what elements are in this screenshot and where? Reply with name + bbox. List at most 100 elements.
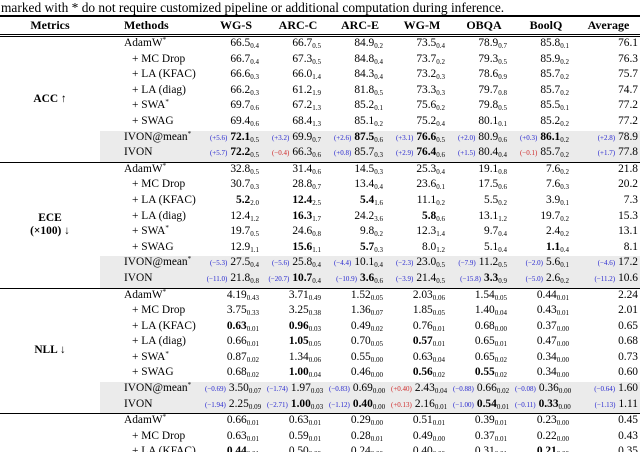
- stddev-subscript: 0.00: [372, 387, 386, 396]
- metric-value: 0.60: [618, 366, 638, 379]
- metric-value: 1.97: [290, 382, 311, 395]
- metric-value: 0.37: [474, 429, 495, 442]
- stddev-subscript: 2.5: [312, 198, 321, 207]
- metric-value: 69.4: [230, 114, 251, 127]
- value-cell: 85.90.2: [515, 53, 577, 69]
- stddev-subscript: 1.2: [498, 214, 507, 223]
- stddev-subscript: 0.00: [371, 450, 383, 452]
- stddev-subscript: 0.4: [374, 73, 383, 82]
- metric-value: 1.85: [412, 304, 433, 317]
- value-cell: 3.710.49: [267, 288, 329, 304]
- metric-value: 10.7: [292, 271, 313, 284]
- delta-label: (−5.0): [525, 274, 543, 283]
- metric-value: 1.11: [618, 397, 638, 410]
- stddev-subscript: 2.0: [250, 198, 259, 207]
- stddev-subscript: 0.01: [370, 434, 383, 443]
- value-cell: 0.220.00: [515, 430, 577, 446]
- column-header-average: Average: [577, 16, 640, 37]
- table-row: IVON (−11.0) 21.80.8 (−20.7) 10.70.4 (−10.9) 3…: [0, 271, 640, 288]
- method-cell: + MC Drop: [100, 178, 205, 194]
- stddev-subscript: 0.04: [308, 371, 321, 380]
- value-cell: (+0.8) 85.70.3: [329, 146, 391, 163]
- stddev-subscript: 0.3: [250, 183, 259, 192]
- stddev-subscript: 0.1: [498, 119, 507, 128]
- stddev-subscript: 0.4: [374, 183, 383, 192]
- metric-value: 12.9: [230, 240, 251, 253]
- stddev-subscript: 1.3: [312, 104, 321, 113]
- delta-label: (+1.7): [597, 149, 616, 158]
- value-cell: (+2.8) 78.9: [577, 130, 640, 147]
- metric-value: 69.9: [292, 130, 313, 143]
- delta-label: (+1.5): [457, 149, 476, 158]
- stddev-subscript: 0.4: [498, 151, 507, 160]
- stddev-subscript: 0.01: [247, 450, 259, 452]
- method-cell: + LA (diag): [100, 210, 205, 226]
- stddev-subscript: 0.5: [436, 135, 445, 144]
- metric-value: 86.1: [540, 130, 561, 143]
- stddev-subscript: 1.1: [250, 245, 259, 254]
- table-row: ACC ↑ AdamW* 66.50.4 66.70.5 84.90.2 73.50.4 7…: [0, 36, 640, 105]
- metric-cell-acc: ACC ↑: [0, 36, 100, 163]
- metric-value: 78.6: [478, 68, 499, 81]
- method-label: + LA (KFAC): [132, 445, 196, 452]
- delta-label: (+2.0): [457, 133, 476, 142]
- stddev-subscript: 0.01: [432, 324, 445, 333]
- stddev-subscript: 0.00: [556, 419, 569, 428]
- star-marker: *: [162, 36, 167, 44]
- value-cell: (+3.1) 76.60.5: [391, 130, 453, 147]
- method-label: IVON: [124, 397, 153, 410]
- column-header-obqa: OBQA: [453, 16, 515, 37]
- delta-label: (−2.3): [395, 259, 414, 268]
- metric-value: 76.6: [416, 130, 437, 143]
- stddev-subscript: 0.4: [312, 276, 321, 285]
- stddev-subscript: 0.5: [250, 230, 259, 239]
- value-cell: (−4.4) 10.10.4: [329, 256, 391, 272]
- metric-value: 0.54: [476, 397, 497, 410]
- stddev-subscript: 0.4: [250, 261, 259, 270]
- delta-label: (−1.94): [205, 400, 226, 409]
- value-cell: (+5.6) 72.10.5: [205, 130, 267, 147]
- value-cell: 28.80.7: [267, 178, 329, 194]
- metric-value: 2.6: [546, 271, 561, 284]
- value-cell: 0.230.00: [515, 414, 577, 430]
- stddev-subscript: 0.00: [558, 387, 572, 396]
- value-cell: (+1.7) 77.8: [577, 146, 640, 163]
- value-cell: (+0.3) 86.10.2: [515, 130, 577, 147]
- method-cell: IVON@mean*: [100, 382, 205, 398]
- stddev-subscript: 0.1: [436, 183, 445, 192]
- stddev-subscript: 0.7: [312, 183, 321, 192]
- stddev-subscript: 0.00: [556, 324, 569, 333]
- value-cell: 0.660.01: [205, 414, 267, 430]
- metric-value: 73.5: [416, 37, 437, 49]
- stddev-subscript: 0.01: [434, 402, 448, 411]
- value-cell: 0.650.02: [453, 351, 515, 367]
- value-cell: 79.70.8: [453, 84, 515, 100]
- metric-value: 21.8: [230, 271, 251, 284]
- stddev-subscript: 0.02: [246, 355, 259, 364]
- metric-value: 0.55: [350, 350, 371, 363]
- metric-value: 66.5: [230, 37, 251, 49]
- stddev-subscript: 0.1: [374, 104, 383, 113]
- stddev-subscript: 0.00: [370, 419, 383, 428]
- method-label: + LA (diag): [132, 209, 186, 222]
- metric-value: 3.9: [546, 193, 561, 206]
- metric-value: 80.4: [478, 146, 499, 159]
- value-cell: 3.250.38: [267, 304, 329, 320]
- stddev-subscript: 0.01: [308, 434, 321, 443]
- value-cell: 84.80.4: [329, 53, 391, 69]
- delta-label: (−5.6): [271, 259, 290, 268]
- metric-value: 85.7: [540, 146, 561, 159]
- value-cell: 21.8: [577, 162, 640, 178]
- value-cell: 1.360.07: [329, 304, 391, 320]
- stddev-subscript: 0.00: [494, 324, 507, 333]
- stddev-subscript: 0.8: [250, 276, 259, 285]
- method-label: + MC Drop: [132, 178, 186, 191]
- stddev-subscript: 0.4: [436, 167, 445, 176]
- metric-value: 9.8: [360, 225, 375, 238]
- metric-value: 0.76: [412, 319, 433, 332]
- metric-cell-brier: Brier ↓: [0, 414, 100, 452]
- stddev-subscript: 1.6: [374, 198, 383, 207]
- stddev-subscript: 0.2: [436, 104, 445, 113]
- stddev-subscript: 0.01: [496, 402, 510, 411]
- delta-label: (+2.6): [333, 133, 352, 142]
